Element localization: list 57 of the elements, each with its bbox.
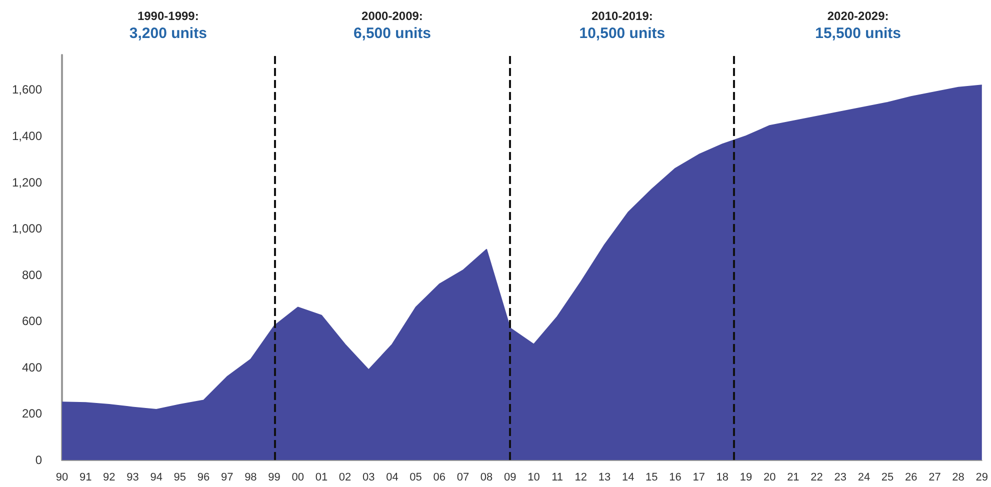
x-tick-label: 22 [810, 472, 823, 484]
x-tick-label: 25 [881, 472, 894, 484]
text: 3,200 units [129, 25, 207, 42]
x-tick-label: 92 [103, 472, 116, 484]
x-tick-label: 28 [952, 472, 964, 484]
text: 2000-2009: [362, 9, 423, 23]
text: 2010-2019: [591, 9, 653, 23]
y-tick-label: 200 [22, 406, 42, 421]
x-tick-label: 05 [410, 472, 422, 484]
x-tick-label: 91 [79, 472, 92, 484]
y-tick-label: 1,200 [12, 175, 42, 190]
x-tick-label: 17 [692, 472, 705, 484]
text: 2020-2029: [827, 9, 889, 23]
x-tick-label: 02 [338, 472, 352, 484]
x-tick-label: 01 [315, 472, 328, 484]
x-tick-label: 21 [787, 472, 800, 484]
x-tick-label: 03 [362, 472, 375, 484]
x-tick-label: 96 [197, 472, 210, 484]
x-tick-label: 14 [622, 472, 634, 484]
x-tick-label: 07 [456, 472, 470, 484]
x-tick-label: 29 [976, 472, 988, 484]
x-tick-label: 19 [740, 472, 752, 484]
x-tick-label: 95 [174, 472, 186, 484]
y-tick-label: 1,600 [12, 82, 42, 97]
y-tick-label: 1,400 [12, 129, 42, 143]
y-tick-label: 800 [22, 268, 42, 282]
x-tick-label: 24 [858, 472, 870, 484]
text: 6,500 units [353, 25, 431, 42]
text: 1990-1999: [137, 9, 199, 23]
x-tick-label: 00 [292, 472, 304, 484]
x-tick-label: 90 [56, 472, 68, 484]
x-tick-label: 20 [763, 472, 776, 484]
x-tick-label: 97 [220, 472, 234, 484]
x-tick-label: 11 [552, 472, 564, 484]
x-tick-label: 06 [433, 472, 446, 484]
x-tick-label: 12 [574, 472, 588, 484]
x-tick-label: 10 [528, 472, 540, 484]
y-tick-label: 0 [35, 453, 42, 467]
x-tick-label: 98 [244, 472, 257, 484]
x-tick-label: 99 [268, 472, 280, 484]
x-tick-label: 23 [834, 472, 846, 484]
y-tick-label: 1,000 [12, 222, 42, 236]
x-tick-label: 04 [386, 472, 398, 484]
x-tick-label: 27 [928, 472, 941, 484]
x-tick-label: 93 [126, 472, 139, 484]
x-tick-label: 15 [646, 472, 658, 484]
x-tick-label: 08 [480, 472, 493, 484]
y-tick-label: 600 [22, 314, 42, 328]
x-tick-label: 94 [150, 472, 162, 484]
text: 15,500 units [815, 25, 901, 42]
x-tick-label: 26 [904, 472, 918, 484]
x-tick-label: 13 [598, 472, 611, 484]
y-tick-label: 400 [22, 360, 42, 374]
x-tick-label: 18 [716, 472, 729, 484]
x-tick-label: 09 [504, 472, 516, 484]
text: 10,500 units [579, 25, 666, 42]
x-tick-label: 16 [669, 472, 682, 484]
